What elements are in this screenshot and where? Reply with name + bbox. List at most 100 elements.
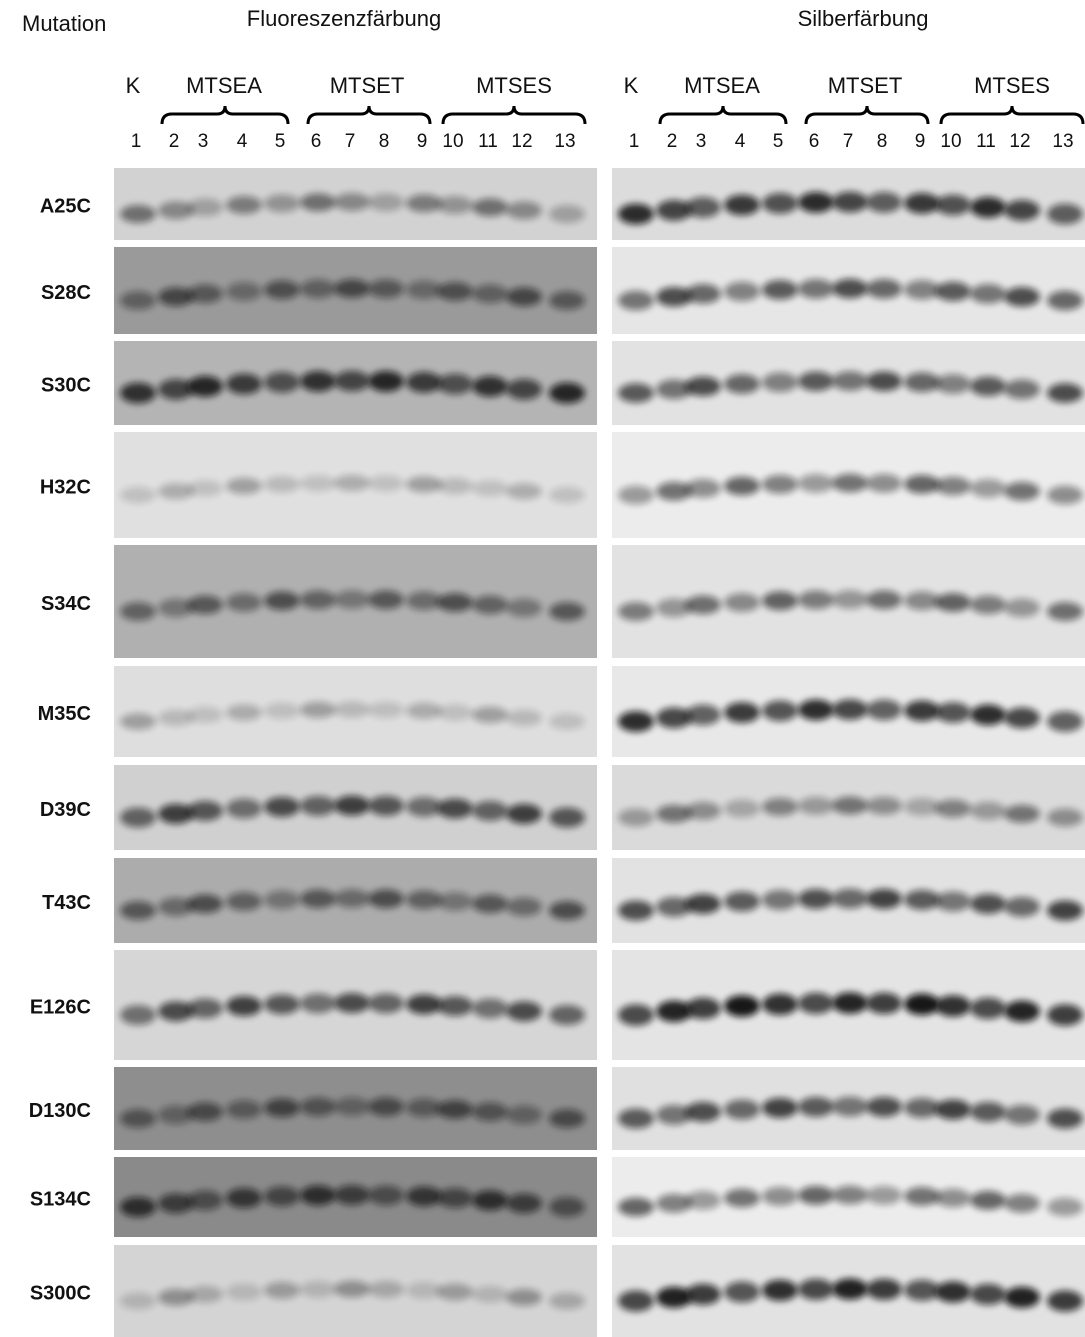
gel-band	[904, 372, 940, 393]
gel-band	[368, 279, 404, 299]
gel-band	[798, 796, 834, 815]
gel-band	[368, 590, 404, 610]
gel-band	[685, 196, 721, 218]
gel-band	[368, 475, 404, 492]
lane-number: 12	[1009, 131, 1030, 152]
gel-band	[472, 1190, 508, 1211]
gel-band	[549, 1005, 585, 1025]
gel-band	[970, 1283, 1006, 1305]
gel-band	[368, 1280, 404, 1298]
gel-band	[158, 1288, 194, 1306]
gel-band	[472, 198, 508, 217]
gel-band	[158, 598, 194, 618]
gel-band	[158, 803, 194, 824]
gel-band	[334, 795, 370, 816]
gel-band	[724, 374, 760, 394]
gel-band	[158, 709, 194, 727]
gel-band	[798, 473, 834, 493]
gel-band	[656, 598, 692, 618]
group-brace	[804, 105, 930, 125]
gel-band	[437, 1188, 473, 1208]
gel-band	[334, 1280, 370, 1298]
gel-band	[656, 896, 692, 917]
gel-band	[970, 893, 1006, 914]
gel-band	[264, 591, 300, 611]
gel-band	[618, 808, 654, 827]
mutation-label: H32C	[40, 476, 91, 498]
gel-band	[832, 796, 868, 815]
gel-band	[264, 702, 300, 720]
gel-band	[618, 1108, 654, 1129]
gel-band	[549, 807, 585, 828]
gel-band	[264, 1098, 300, 1118]
gel-band	[187, 480, 223, 497]
gel-band	[1047, 1197, 1083, 1217]
gel-band	[437, 704, 473, 721]
gel-band	[264, 796, 300, 817]
gel-band	[300, 475, 336, 492]
gel-band	[506, 897, 542, 917]
gel-band	[866, 371, 902, 392]
lane-number: 12	[511, 131, 532, 152]
gel-band	[334, 474, 370, 492]
gel-band	[226, 1283, 262, 1301]
gel-band	[406, 994, 442, 1015]
gel-band	[437, 892, 473, 911]
gel-band	[334, 701, 370, 718]
gel-band	[685, 801, 721, 820]
gel-band	[549, 901, 585, 920]
gel-band	[506, 709, 542, 727]
gel-band	[1047, 1108, 1083, 1129]
gel-band	[798, 1096, 834, 1117]
gel-band	[724, 1281, 760, 1303]
gel-band	[506, 598, 542, 618]
group-brace	[939, 105, 1085, 125]
lane-group-label: MTSEA	[684, 73, 760, 98]
group-brace	[160, 105, 290, 125]
gel-band	[187, 706, 223, 724]
gel-band	[120, 486, 156, 504]
gel-band	[368, 993, 404, 1014]
gel-band	[618, 1197, 654, 1217]
gel-band	[970, 284, 1006, 304]
gel-band	[549, 602, 585, 621]
gel-band	[226, 282, 262, 301]
gel-band	[158, 1001, 194, 1022]
gel-band	[685, 376, 721, 397]
gel-band	[264, 890, 300, 910]
gel-band	[866, 1185, 902, 1205]
gel-band	[1047, 1004, 1083, 1026]
gel-band	[685, 284, 721, 304]
gel-band	[300, 370, 336, 392]
gel-band	[866, 992, 902, 1015]
lane-group-label: MTSES	[476, 73, 552, 98]
gel-band	[1004, 1286, 1040, 1308]
gel-band	[187, 800, 223, 821]
gel-band	[264, 280, 300, 300]
gel-band	[1047, 290, 1083, 311]
mutation-label: S30C	[41, 374, 91, 396]
gel-band	[832, 1096, 868, 1117]
gel-band	[685, 1101, 721, 1122]
gel-band	[334, 590, 370, 609]
gel-band	[226, 1188, 262, 1208]
gel-band	[226, 593, 262, 612]
gel-band	[187, 894, 223, 914]
lane-number: 4	[735, 131, 746, 152]
lane-number: 1	[131, 131, 142, 152]
gel-band	[226, 477, 262, 495]
gel-band	[506, 287, 542, 307]
gel-band	[226, 373, 262, 395]
gel-band	[762, 1097, 798, 1118]
lane-number: 10	[940, 131, 961, 152]
gel-band	[866, 796, 902, 815]
gel-band	[368, 795, 404, 816]
gel-band	[472, 894, 508, 914]
gel-band	[935, 799, 971, 818]
gel-band	[406, 890, 442, 910]
gel-band	[300, 1185, 336, 1206]
lane-number: 2	[667, 131, 678, 152]
gel-band	[866, 1278, 902, 1300]
gel-band	[472, 998, 508, 1019]
gel-band	[549, 486, 585, 504]
